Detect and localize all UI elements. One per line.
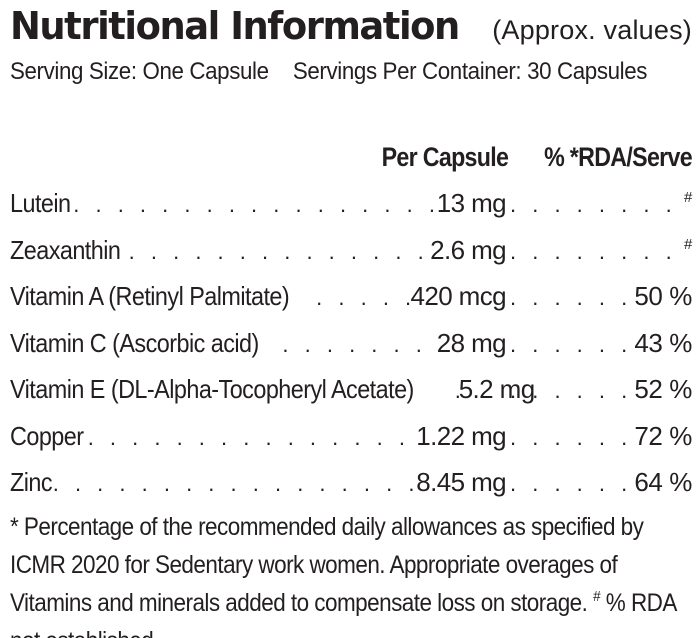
nutrient-row: Lutein . . . . . . . . . . . . . . . . .…: [10, 180, 692, 227]
leader-dots: . . . . . . . . . . . . . . . . . . . . …: [510, 331, 634, 357]
nutrient-rda: #: [682, 180, 692, 227]
nutrient-rda-cell: . . . . . . . . . . . . . . . . . . . . …: [506, 366, 692, 413]
rda-header: % *RDA/Serve: [544, 142, 693, 172]
footnote-text: * Percentage of the recommended daily al…: [10, 512, 644, 617]
leader-dots: . . . . . . . . . . . . . . . . . . . . …: [128, 238, 430, 264]
nutrient-amount: 13 mg: [436, 188, 507, 218]
nutrient-name-amount: Vitamin A (Retinyl Palmitate) . . . . . …: [10, 273, 507, 320]
leader-dots: . . . . . . . . . . . . . . . . . . . . …: [510, 424, 634, 450]
leader-dots: . . . . . . . . . . . . . . . . . . . . …: [510, 378, 634, 403]
servings-per-container: Servings Per Container: 30 Capsules: [292, 58, 648, 85]
nutrient-name-amount: Vitamin C (Ascorbic acid) . . . . . . . …: [10, 320, 507, 367]
nutrient-rda: 64 %: [634, 467, 692, 497]
nutrient-name-amount: Copper . . . . . . . . . . . . . . . . .…: [10, 413, 507, 460]
leader-dots: . . . . . . . . . . . . . . . . . . . . …: [510, 285, 634, 310]
nutrient-row: Vitamin C (Ascorbic acid) . . . . . . . …: [10, 320, 692, 367]
nutrient-rda-cell: . . . . . . . . . . . . . . . . . . . . …: [506, 320, 692, 367]
leader-dots: . . . . . . . . . . . . . . . . . . . . …: [87, 424, 417, 450]
serving-info: Serving Size: One Capsule Servings Per Co…: [10, 54, 648, 90]
nutrient-row: Zinc . . . . . . . . . . . . . . . . . .…: [10, 459, 692, 506]
not-established-marker: #: [684, 235, 692, 253]
leader-dots: . . . . . . . . . . . . . . . . . . . . …: [510, 192, 682, 217]
nutrient-amount: 2.6 mg: [430, 234, 506, 265]
approx-values-note: (Approx. values): [492, 15, 692, 45]
per-capsule-header: Per Capsule: [381, 142, 508, 172]
nutrient-row: Zeaxanthin . . . . . . . . . . . . . . .…: [10, 227, 692, 274]
nutrient-name-amount: Vitamin E (DL-Alpha-Tocopheryl Acetate) …: [10, 366, 535, 415]
nutrient-amount: 8.45 mg: [416, 467, 506, 497]
footnote-text-end: % RDA not established.: [10, 588, 676, 638]
nutrient-amount: 5.2 mg: [458, 374, 535, 404]
nutrient-rda: 50 %: [634, 281, 692, 311]
nutrient-rda: 43 %: [634, 327, 692, 358]
leader-dots: . . . . . . . . . . . . . . . . . . . . …: [73, 192, 436, 217]
column-headers: Per Capsule % *RDA/Serve: [10, 134, 692, 180]
nutrient-name: Copper: [10, 420, 84, 451]
nutrient-rda-cell: . . . . . . . . . . . . . . . . . . . . …: [506, 413, 692, 460]
nutrient-amount: 28 mg: [436, 327, 507, 358]
nutrient-name: Vitamin E (DL-Alpha-Tocopheryl Acetate): [10, 374, 414, 404]
nutrient-row: Copper . . . . . . . . . . . . . . . . .…: [10, 413, 692, 460]
not-established-marker: #: [684, 189, 692, 206]
nutrient-name-amount: Lutein . . . . . . . . . . . . . . . . .…: [10, 180, 507, 227]
nutrient-name-amount: Zinc . . . . . . . . . . . . . . . . . .…: [10, 459, 507, 506]
nutrient-amount: 1.22 mg: [416, 420, 506, 451]
nutrient-rda: 72 %: [634, 420, 692, 451]
leader-dots: . . . . . . . . . . . . . . . . . . . . …: [52, 471, 417, 496]
nutrient-name: Vitamin C (Ascorbic acid): [10, 327, 259, 358]
leader-dots: . . . . . . . . . . . . . . . . . . . . …: [510, 238, 682, 264]
nutrient-name: Zeaxanthin: [10, 234, 121, 265]
serving-size: Serving Size: One Capsule: [10, 58, 269, 85]
nutrient-name: Vitamin A (Retinyl Palmitate): [10, 281, 290, 311]
title-row: Nutritional Information (Approx. values): [10, 0, 692, 54]
nutrient-name: Zinc: [10, 467, 53, 497]
nutrient-rda: #: [682, 227, 692, 274]
nutrient-rda-cell: . . . . . . . . . . . . . . . . . . . . …: [506, 227, 692, 274]
nutrient-list: Lutein . . . . . . . . . . . . . . . . .…: [10, 180, 692, 506]
nutrient-rda: 52 %: [634, 374, 692, 404]
nutrient-amount: 420 mcg: [410, 281, 506, 311]
nutrient-row: Vitamin A (Retinyl Palmitate) . . . . . …: [10, 273, 692, 320]
nutrient-rda-cell: . . . . . . . . . . . . . . . . . . . . …: [506, 273, 692, 320]
footnote: * Percentage of the recommended daily al…: [10, 508, 676, 638]
nutrient-rda-cell: . . . . . . . . . . . . . . . . . . . . …: [506, 180, 692, 227]
leader-dots: . . . . . . . . . . . . . . . . . . . . …: [282, 331, 436, 357]
nutrient-row: Vitamin E (DL-Alpha-Tocopheryl Acetate) …: [10, 366, 692, 413]
nutrient-rda-cell: . . . . . . . . . . . . . . . . . . . . …: [506, 459, 692, 506]
nutrient-name-amount: Zeaxanthin . . . . . . . . . . . . . . .…: [10, 227, 507, 274]
panel-title: Nutritional Information: [10, 4, 460, 48]
leader-dots: . . . . . . . . . . . . . . . . . . . . …: [510, 471, 634, 496]
footnote-marker: #: [593, 587, 601, 605]
leader-dots: . . . . . . . . . . . . . . . . . . . . …: [316, 285, 410, 310]
nutrient-name: Lutein: [10, 188, 71, 218]
leader-dots: . . . . . . . . . . . . . . . . . . . . …: [451, 368, 459, 415]
